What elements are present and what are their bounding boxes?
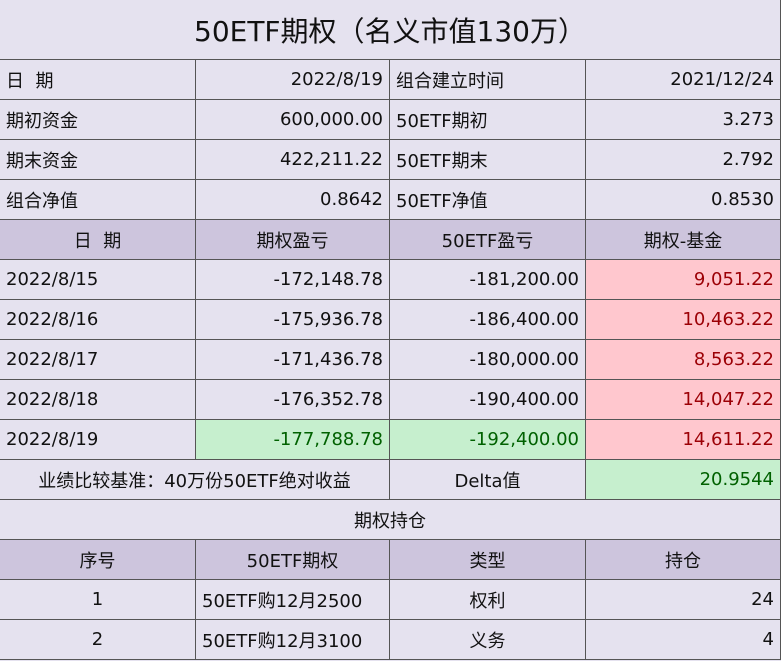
summary-cell: 组合建立时间 <box>390 60 586 100</box>
pnl-cell: 8,563.22 <box>586 340 781 380</box>
header-cell: 期权盈亏 <box>196 220 390 260</box>
pnl-cell: -180,000.00 <box>390 340 586 380</box>
sheet-title: 50ETF期权（名义市值130万） <box>0 0 781 60</box>
summary-cell: 422,211.22 <box>196 140 390 180</box>
position-cell: 义务 <box>390 620 586 660</box>
pnl-cell: 10,463.22 <box>586 300 781 340</box>
position-cell: 1 <box>0 580 196 620</box>
pnl-cell: 2022/8/17 <box>0 340 196 380</box>
benchmark-label: 业绩比较基准：40万份50ETF绝对收益 <box>0 460 390 500</box>
summary-cell: 2.792 <box>586 140 781 180</box>
summary-cell: 600,000.00 <box>196 100 390 140</box>
summary-cell: 50ETF期初 <box>390 100 586 140</box>
summary-cell: 3.273 <box>586 100 781 140</box>
summary-cell: 50ETF净值 <box>390 180 586 220</box>
pnl-cell: -171,436.78 <box>196 340 390 380</box>
position-cell: 50ETF购12月3100 <box>196 620 390 660</box>
header-cell: 50ETF盈亏 <box>390 220 586 260</box>
position-cell: 50ETF购12月2500 <box>196 580 390 620</box>
summary-cell: 50ETF期末 <box>390 140 586 180</box>
summary-cell: 0.8642 <box>196 180 390 220</box>
header-cell: 期权-基金 <box>586 220 781 260</box>
positions-title: 期权持仓 <box>0 500 781 540</box>
pnl-cell: 9,051.22 <box>586 260 781 300</box>
pnl-cell: -192,400.00 <box>390 420 586 460</box>
header-cell: 50ETF期权 <box>196 540 390 580</box>
header-cell: 类型 <box>390 540 586 580</box>
pnl-cell: -172,148.78 <box>196 260 390 300</box>
pnl-cell: 2022/8/15 <box>0 260 196 300</box>
pnl-cell: -176,352.78 <box>196 380 390 420</box>
pnl-cell: 2022/8/18 <box>0 380 196 420</box>
position-cell: 权利 <box>390 580 586 620</box>
position-cell: 2 <box>0 620 196 660</box>
pnl-cell: -190,400.00 <box>390 380 586 420</box>
summary-cell: 期末资金 <box>0 140 196 180</box>
header-cell: 序号 <box>0 540 196 580</box>
pnl-cell: 14,611.22 <box>586 420 781 460</box>
position-cell: 4 <box>586 620 781 660</box>
pnl-cell: -175,936.78 <box>196 300 390 340</box>
header-cell: 持仓 <box>586 540 781 580</box>
pnl-cell: 2022/8/16 <box>0 300 196 340</box>
delta-value: 20.9544 <box>586 460 781 500</box>
pnl-cell: -186,400.00 <box>390 300 586 340</box>
summary-cell: 日 期 <box>0 60 196 100</box>
summary-cell: 2021/12/24 <box>586 60 781 100</box>
pnl-cell: -181,200.00 <box>390 260 586 300</box>
summary-cell: 期初资金 <box>0 100 196 140</box>
position-cell: 24 <box>586 580 781 620</box>
header-cell: 日 期 <box>0 220 196 260</box>
pnl-cell: -177,788.78 <box>196 420 390 460</box>
summary-cell: 组合净值 <box>0 180 196 220</box>
summary-cell: 2022/8/19 <box>196 60 390 100</box>
pnl-cell: 14,047.22 <box>586 380 781 420</box>
delta-label: Delta值 <box>390 460 586 500</box>
pnl-cell: 2022/8/19 <box>0 420 196 460</box>
summary-cell: 0.8530 <box>586 180 781 220</box>
